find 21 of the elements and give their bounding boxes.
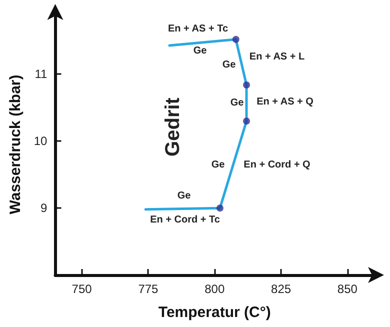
annotation: En + Cord + Q — [244, 160, 311, 170]
annotation: En + AS + L — [249, 52, 305, 62]
x-axis-title: Temperatur (C°) — [158, 304, 271, 321]
annotation: Ge — [230, 98, 244, 108]
x-tick-label: 750 — [72, 282, 92, 296]
annotation: En + Cord + Tc — [150, 214, 220, 226]
x-tick-label: 850 — [337, 282, 358, 296]
y-tick-label: 11 — [34, 67, 48, 82]
y-axis-title: Wasserdruck (kbar) — [7, 74, 24, 214]
y-tick-label: 10 — [34, 134, 48, 148]
annotation: En + AS + Q — [256, 96, 314, 108]
annotation: En + AS + Tc — [168, 24, 228, 34]
x-tick-label: 800 — [204, 282, 225, 296]
annotation: Gedrit — [162, 97, 184, 156]
annotation: Ge — [211, 160, 226, 170]
x-tick-label: 775 — [138, 282, 159, 296]
annotation: Ge — [222, 60, 236, 70]
annotation: Ge — [193, 46, 208, 56]
y-tick-label: 9 — [40, 201, 48, 216]
x-tick-label: 825 — [271, 282, 292, 296]
annotation: Ge — [177, 190, 192, 202]
